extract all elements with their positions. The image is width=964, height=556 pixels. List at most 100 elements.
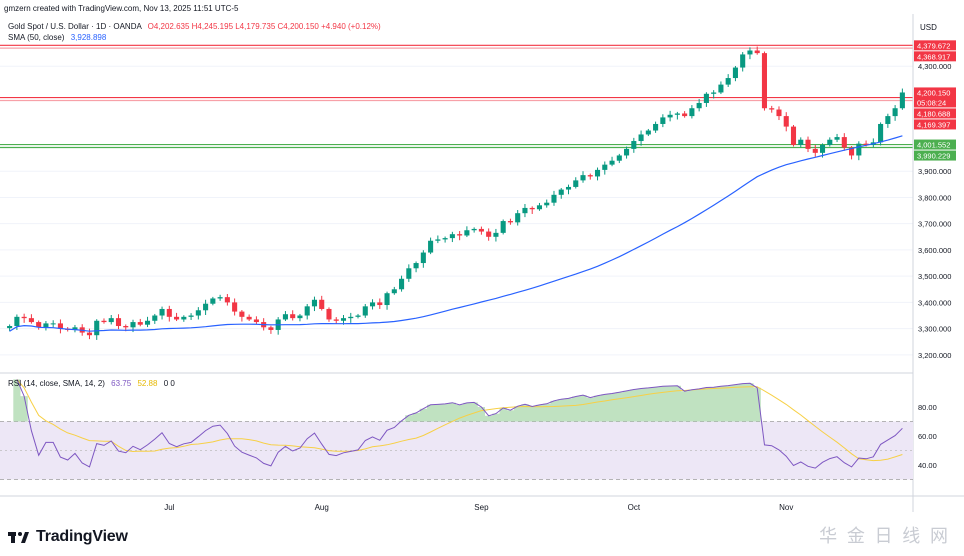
rsi-label: RSI (14, close, SMA, 14, 2): [8, 379, 105, 388]
candle-body: [420, 252, 426, 264]
candle-body: [428, 240, 434, 253]
candle-body: [123, 326, 129, 328]
candle-body: [616, 155, 622, 161]
time-tick-label: Aug: [315, 503, 329, 512]
candle-body: [522, 207, 528, 214]
candle-body: [696, 102, 702, 109]
time-tick-label: Sep: [474, 503, 489, 512]
candle-body: [878, 123, 884, 143]
candle-body: [754, 50, 760, 54]
candle-body: [827, 139, 833, 145]
grid: [0, 65, 913, 356]
price-badge-label: 4,169.397: [917, 120, 950, 129]
candle-body: [181, 316, 187, 320]
candle-body: [580, 175, 586, 181]
candle-body: [282, 314, 288, 320]
candle-body: [515, 213, 521, 223]
candle-body: [602, 164, 608, 170]
countdown-label: 05:08:24: [917, 98, 946, 107]
candle-body: [863, 143, 869, 145]
candle-body: [195, 310, 201, 316]
candle-body: [587, 175, 593, 177]
rsi-value: 63.75: [111, 379, 132, 388]
candle-body: [471, 228, 477, 231]
rsi-axis-labels: 80.00 60.00 40.00: [918, 403, 937, 470]
sma-label: SMA (50, close): [8, 33, 65, 42]
candle-body: [725, 78, 731, 85]
candle-body: [144, 320, 151, 325]
candle-body: [667, 114, 673, 118]
price-badge: [914, 139, 956, 150]
candle-body: [718, 84, 724, 93]
candle-body: [594, 169, 601, 177]
watermark: 华 金 日 线 网: [819, 526, 950, 547]
candle-body: [885, 116, 891, 124]
candle-body: [391, 289, 397, 294]
candle-body: [449, 234, 455, 239]
candle-body: [108, 318, 114, 323]
candle-body: [790, 126, 797, 145]
rsi-line: [16, 379, 903, 469]
tradingview-footer[interactable]: TradingView: [8, 528, 128, 546]
price-badge: [914, 87, 956, 108]
price-badge: [914, 108, 956, 119]
candlesticks: [7, 46, 905, 340]
price-tick-label: 3,800.000: [918, 193, 951, 202]
candle-body: [166, 308, 172, 317]
candle-body: [101, 320, 107, 323]
candle-body: [609, 160, 615, 165]
svg-text:SMA (50, close) 3,928.898: SMA (50, close) 3,928.898: [8, 33, 107, 42]
candle-body: [21, 316, 27, 319]
candle-body: [239, 311, 245, 317]
currency-label[interactable]: USD: [920, 23, 937, 32]
rsi-sma-value: 52.88: [137, 379, 158, 388]
candle-body: [624, 148, 630, 156]
candle-body: [36, 322, 42, 328]
candle-body: [348, 316, 354, 319]
candle-body: [203, 303, 209, 311]
rsi-extra: 0 0: [164, 379, 176, 388]
candle-body: [333, 319, 339, 321]
candle-body: [529, 207, 535, 210]
price-badge-label: 4,379.672: [917, 41, 950, 50]
candle-body: [369, 302, 376, 307]
candle-body: [311, 299, 318, 307]
candle-body: [340, 318, 347, 321]
candle-body: [536, 205, 543, 210]
candle-body: [660, 117, 666, 124]
candle-body: [297, 315, 303, 319]
candle-body: [377, 302, 383, 306]
price-tick-label: 3,200.000: [918, 351, 951, 360]
candle-body: [478, 228, 484, 232]
price-badge-label: 4,001.552: [917, 141, 950, 150]
candle-body: [152, 315, 158, 321]
candle-body: [631, 141, 637, 149]
price-tick-label: 3,900.000: [918, 167, 951, 176]
candle-body: [776, 109, 782, 117]
price-badge-label: 4,200.150: [917, 88, 950, 97]
price-tick-label: 3,700.000: [918, 220, 951, 229]
candle-body: [682, 113, 688, 117]
svg-text:RSI (14, close, SMA, 14, 2): RSI (14, close, SMA, 14, 2) 63.75 52.88 …: [8, 379, 175, 388]
candle-body: [399, 278, 405, 290]
candle-body: [819, 144, 826, 153]
candle-body: [442, 238, 448, 240]
time-tick-label: Oct: [628, 503, 641, 512]
candle-body: [94, 320, 100, 336]
candle-body: [703, 93, 709, 103]
candle-body: [551, 194, 557, 203]
price-tick-label: 3,600.000: [918, 246, 951, 255]
sma-line: [9, 135, 903, 332]
candle-body: [159, 308, 165, 316]
rsi-overbought-fill: [13, 379, 761, 422]
price-badge-label: 4,180.688: [917, 109, 950, 118]
candle-body: [573, 180, 579, 187]
candle-body: [28, 318, 34, 323]
candle-body: [57, 323, 63, 329]
price-tick-label: 4,300.000: [918, 62, 951, 71]
candle-body: [740, 54, 746, 68]
candle-body: [500, 221, 506, 233]
candle-body: [493, 232, 499, 237]
